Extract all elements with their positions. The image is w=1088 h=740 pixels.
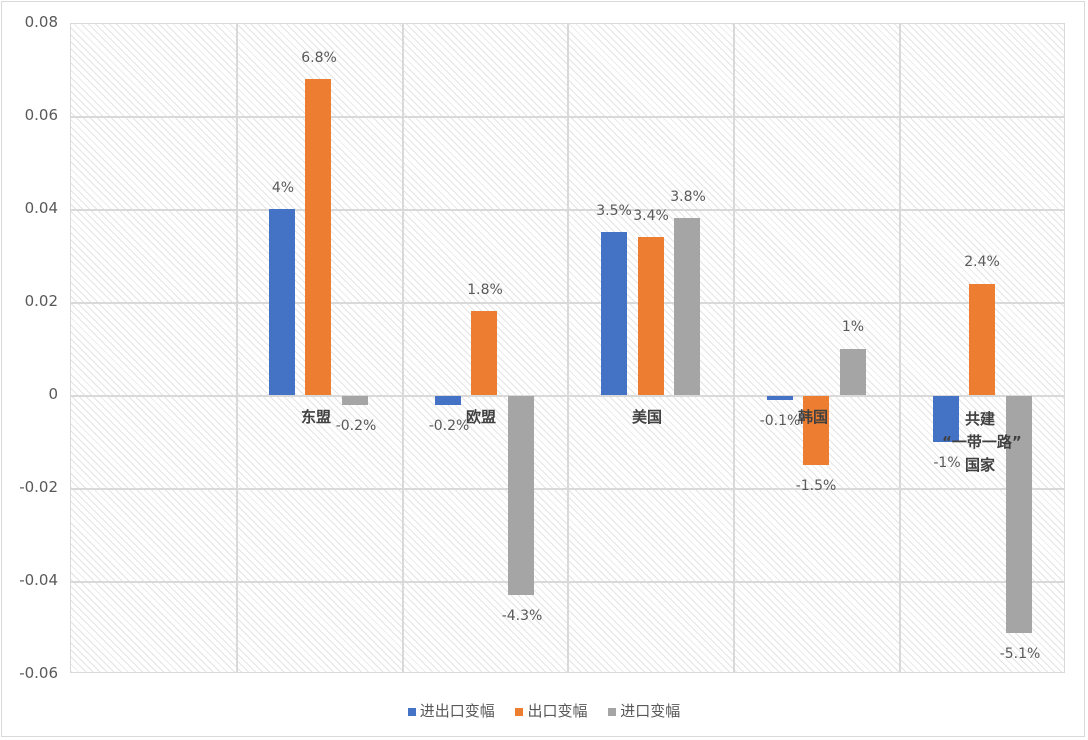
legend-swatch-blue (407, 707, 416, 716)
y-tick-label: -0.04 (19, 571, 58, 589)
category-label-usa: 美国 (632, 408, 663, 426)
category-label-bri-line3: 国家 (965, 456, 996, 474)
legend-label: 进口变幅 (620, 702, 681, 720)
data-label: -0.1% (759, 413, 801, 429)
data-label: -1.5% (795, 478, 837, 494)
category-label-bri-line2: “一带一路” (942, 433, 1022, 451)
legend-swatch-gray (608, 707, 617, 716)
legend-item-total[interactable]: 进出口变幅 (407, 700, 495, 721)
bar-asean-total[interactable] (269, 209, 295, 395)
y-tick-label: 0.02 (24, 292, 58, 310)
y-tick-label: 0.06 (24, 106, 58, 124)
bar-eu-export[interactable] (471, 311, 497, 395)
y-tick-label: 0 (48, 385, 58, 403)
legend-swatch-orange (515, 707, 524, 716)
data-label: -4.3% (501, 608, 543, 624)
data-label: -0.2% (428, 418, 470, 434)
bar-asean-export[interactable] (305, 79, 331, 395)
legend: 进出口变幅 出口变幅 进口变幅 (0, 700, 1088, 721)
y-tick-label: -0.06 (19, 664, 58, 682)
legend-label: 进出口变幅 (419, 702, 495, 720)
bar-korea-total[interactable] (767, 396, 793, 400)
bar-bri-export[interactable] (969, 284, 995, 395)
bar-bri-total[interactable] (933, 396, 959, 442)
data-label: 3.4% (633, 208, 669, 224)
gridline (899, 24, 901, 672)
data-label: 1% (841, 319, 865, 335)
bar-usa-export[interactable] (638, 237, 664, 395)
bar-usa-total[interactable] (601, 232, 627, 395)
legend-item-import[interactable]: 进口变幅 (608, 700, 680, 721)
category-label-eu: 欧盟 (466, 408, 497, 426)
gridline (567, 24, 569, 672)
category-label-korea: 韩国 (798, 408, 829, 426)
gridline (402, 24, 404, 672)
data-label: -1% (933, 455, 961, 471)
data-label: 1.8% (467, 282, 503, 298)
data-label: 2.4% (964, 254, 1000, 270)
category-label-bri-line1: 共建 (965, 410, 996, 428)
bar-eu-import[interactable] (508, 396, 534, 595)
data-label: -0.2% (335, 418, 377, 434)
y-tick-label: 0.08 (24, 13, 58, 31)
bar-bri-import[interactable] (1006, 396, 1032, 633)
y-tick-label: 0.04 (24, 199, 58, 217)
gridline (733, 24, 735, 672)
data-label: -5.1% (999, 646, 1041, 662)
data-label: 3.5% (596, 203, 632, 219)
plot-area (70, 23, 1065, 673)
legend-label: 出口变幅 (527, 702, 588, 720)
data-label: 6.8% (301, 50, 337, 66)
bar-korea-import[interactable] (840, 349, 866, 395)
data-label: 3.8% (670, 189, 706, 205)
category-label-asean: 东盟 (301, 408, 332, 426)
bar-korea-export[interactable] (803, 396, 829, 465)
gridline (236, 24, 238, 672)
bar-usa-import[interactable] (674, 218, 700, 395)
y-tick-label: -0.02 (19, 478, 58, 496)
bar-eu-total[interactable] (435, 396, 461, 405)
legend-item-export[interactable]: 出口变幅 (515, 700, 588, 721)
data-label: 4% (271, 180, 295, 196)
bar-asean-import[interactable] (342, 396, 368, 405)
